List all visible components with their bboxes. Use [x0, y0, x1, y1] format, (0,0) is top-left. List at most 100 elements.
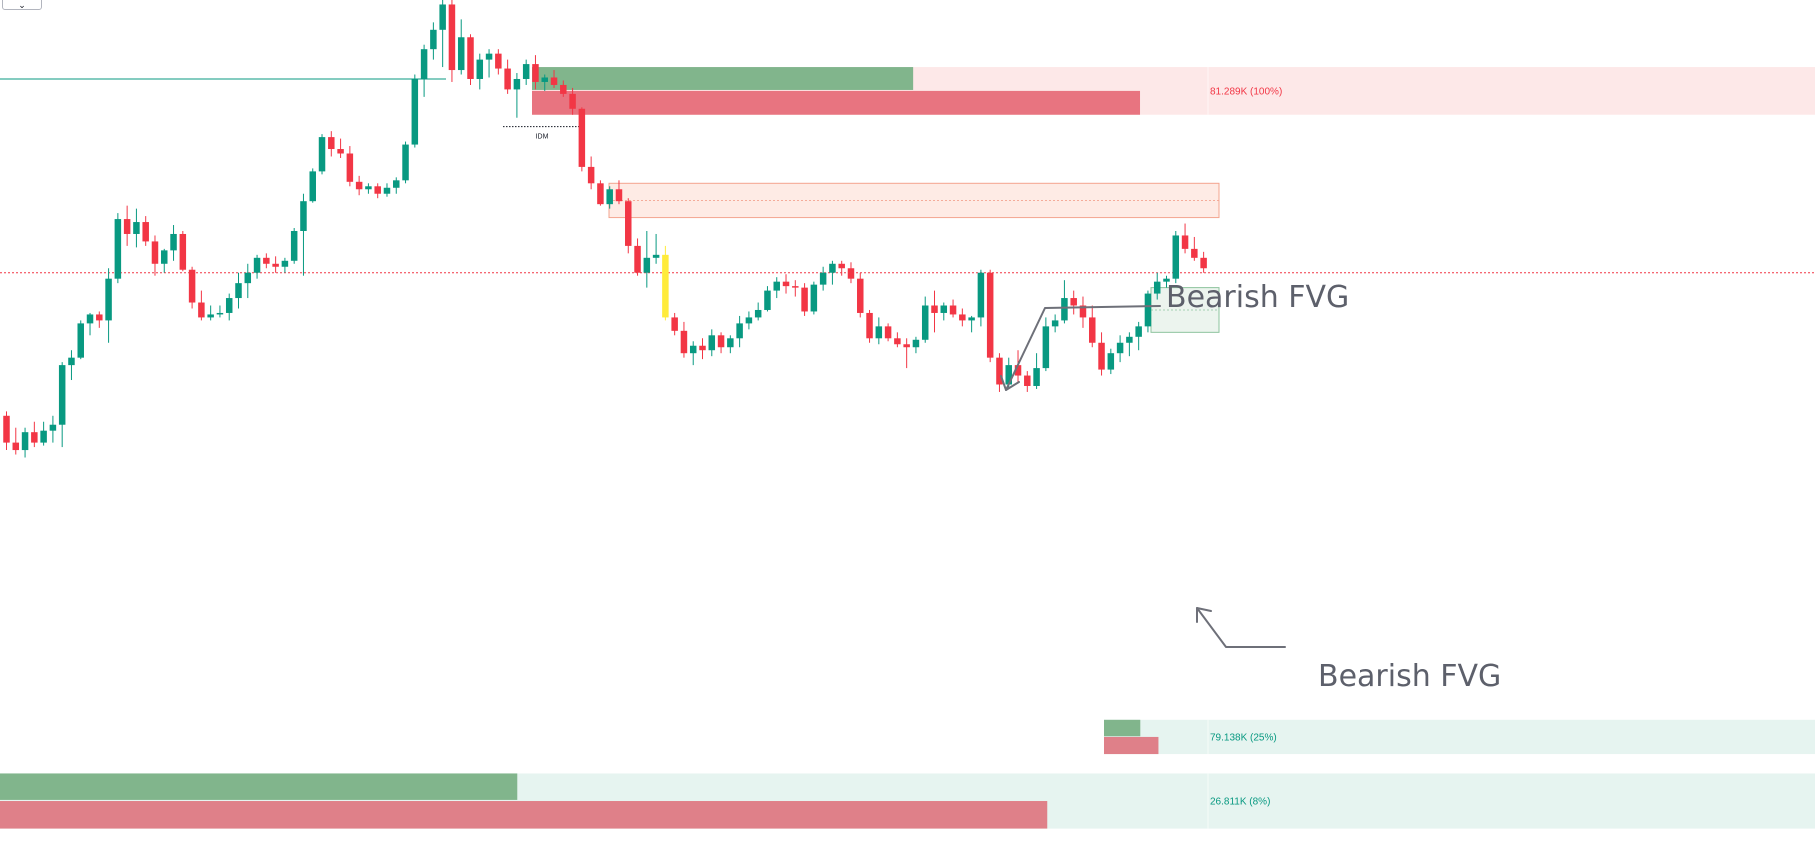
- volume-profile-label: 79.138K (25%): [1210, 732, 1277, 743]
- candle-body: [1116, 342, 1124, 354]
- candle-body: [1200, 257, 1207, 269]
- candle-body: [625, 201, 632, 246]
- candle-body: [894, 338, 901, 345]
- candle-body: [402, 144, 409, 181]
- fvg-upper-arrowhead: [1000, 375, 1020, 391]
- candle-body: [68, 357, 75, 366]
- candle-body: [420, 49, 428, 79]
- candle-body: [21, 432, 29, 451]
- volume-profile-bear-bar: [532, 90, 1141, 115]
- candle-body: [49, 424, 57, 431]
- candle-body: [1172, 235, 1180, 279]
- candle-body: [522, 64, 530, 79]
- candle-body: [959, 314, 966, 321]
- candle-body: [977, 272, 985, 318]
- fvg-lower-arrowhead: [1196, 607, 1212, 623]
- candle-body: [504, 68, 511, 90]
- candle-body: [754, 309, 762, 318]
- candle-body: [560, 84, 567, 94]
- candle-body: [188, 269, 196, 303]
- candle-body: [12, 442, 20, 451]
- candle-body: [662, 254, 669, 318]
- candle-body: [1079, 305, 1087, 318]
- candle-body: [253, 257, 261, 273]
- candle-body: [40, 430, 47, 443]
- candle-body: [114, 219, 122, 279]
- volume-profile-bull-bar: [0, 773, 518, 800]
- candle-body: [838, 263, 845, 269]
- candle-body: [1089, 317, 1096, 343]
- candle-body: [1042, 326, 1050, 369]
- candle-body: [875, 326, 883, 339]
- bearish-fvg-upper-label: Bearish FVG: [1166, 280, 1349, 315]
- candle-body: [355, 181, 363, 190]
- candle-body: [866, 312, 873, 339]
- candle-body: [847, 268, 855, 279]
- candle-body: [532, 64, 539, 82]
- candle-body: [587, 166, 595, 184]
- candle-body: [634, 245, 641, 273]
- candle-body: [764, 290, 771, 310]
- candle-body: [1014, 365, 1022, 376]
- candle-body: [717, 335, 725, 348]
- candle-body: [96, 314, 103, 321]
- idm-label: IDM: [536, 134, 549, 141]
- volume-profile-label: 26.811K (8%): [1210, 797, 1270, 808]
- candle-body: [606, 189, 613, 205]
- candle-body: [365, 186, 372, 190]
- candle-body: [476, 59, 484, 79]
- candle-body: [1005, 365, 1012, 385]
- candle-body: [495, 53, 502, 69]
- candle-body: [346, 153, 354, 182]
- candle-body: [1098, 342, 1105, 370]
- candle-body: [931, 305, 938, 313]
- candle-body: [699, 345, 706, 351]
- fvg-upper-arrow: [1005, 305, 1161, 391]
- candle-body: [940, 305, 948, 313]
- candle-body: [1144, 293, 1152, 327]
- candle-body: [216, 312, 224, 315]
- candle-body: [1107, 353, 1115, 370]
- chart-menu-button[interactable]: ⌄: [2, 0, 42, 10]
- bearish-fvg-lower-label: Bearish FVG: [1318, 659, 1501, 694]
- candle-body: [300, 201, 307, 231]
- candle-body: [309, 171, 316, 202]
- candle-body: [225, 298, 233, 313]
- candle-body: [1024, 375, 1031, 386]
- volume-profile-bull-bar: [1104, 719, 1141, 737]
- candle-body: [680, 330, 688, 354]
- volume-profile-bear-bar: [1104, 736, 1159, 755]
- volume-profile-bear-bar: [0, 801, 1048, 829]
- candle-body: [439, 4, 446, 30]
- candle-body: [1163, 278, 1170, 282]
- candle-body: [727, 338, 734, 348]
- candle-body: [996, 357, 1003, 385]
- candle-body: [736, 323, 743, 339]
- candle-body: [77, 323, 84, 358]
- candle-body: [921, 305, 929, 340]
- candle-body: [31, 432, 38, 443]
- candle-body: [968, 317, 975, 321]
- candle-body: [745, 317, 753, 324]
- candle-body: [1070, 298, 1077, 306]
- chevron-down-icon: ⌄: [18, 0, 26, 10]
- candle-body: [782, 281, 790, 287]
- candle-body: [393, 180, 400, 188]
- candle-body: [541, 77, 548, 82]
- candle-body: [179, 233, 187, 270]
- candle-body: [448, 4, 456, 71]
- candle-body: [142, 222, 149, 242]
- candle-body: [1126, 336, 1133, 343]
- candle-body: [903, 344, 910, 348]
- candle-body: [652, 254, 660, 258]
- candle-body: [3, 415, 10, 443]
- candle-body: [801, 287, 808, 312]
- candle-body: [884, 326, 892, 339]
- volume-profile-label: 81.289K (100%): [1210, 86, 1282, 97]
- candle-body: [792, 286, 799, 288]
- candle-body: [810, 284, 818, 312]
- candle-body: [773, 281, 780, 291]
- candle-body: [819, 272, 827, 285]
